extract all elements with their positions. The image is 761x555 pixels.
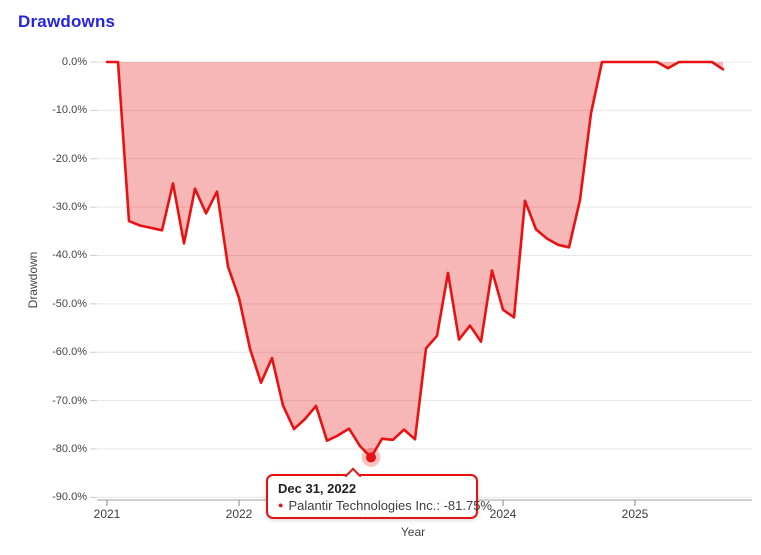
tooltip-series-value: Palantir Technologies Inc.: -81.75% [288, 498, 492, 513]
y-tick-label: -30.0% [52, 201, 87, 214]
tooltip-date: Dec 31, 2022 [278, 481, 357, 496]
tooltip-series-row: ● Palantir Technologies Inc.: -81.75% [278, 497, 492, 514]
x-tick-label: 2024 [489, 507, 517, 521]
y-tick-label: -20.0% [52, 152, 87, 165]
series-bullet-icon: ● [278, 500, 284, 510]
page-title: Drawdowns [18, 12, 116, 31]
x-tick-label: 2022 [225, 507, 253, 521]
x-tick-label: 2021 [93, 507, 121, 521]
x-tick-label: 2025 [621, 507, 649, 521]
y-tick-label: 0.0% [61, 56, 87, 68]
y-axis-title: Drawdown [26, 251, 40, 309]
y-tick-label: -70.0% [52, 394, 87, 407]
chart-tooltip: Dec 31, 2022 ● Palantir Technologies Inc… [266, 467, 492, 519]
drawdown-line [105, 60, 725, 459]
highlight-point-marker [366, 452, 376, 463]
y-tick-label: -40.0% [52, 249, 87, 262]
x-axis-title: Year [400, 525, 426, 539]
y-tick-label: -10.0% [52, 104, 87, 117]
drawdown-area-fill [107, 62, 723, 458]
y-tick-label: -90.0% [52, 491, 87, 504]
y-tick-label: -60.0% [52, 346, 87, 359]
y-tick-label: -50.0% [52, 297, 87, 310]
y-tick-label: -80.0% [52, 442, 87, 455]
